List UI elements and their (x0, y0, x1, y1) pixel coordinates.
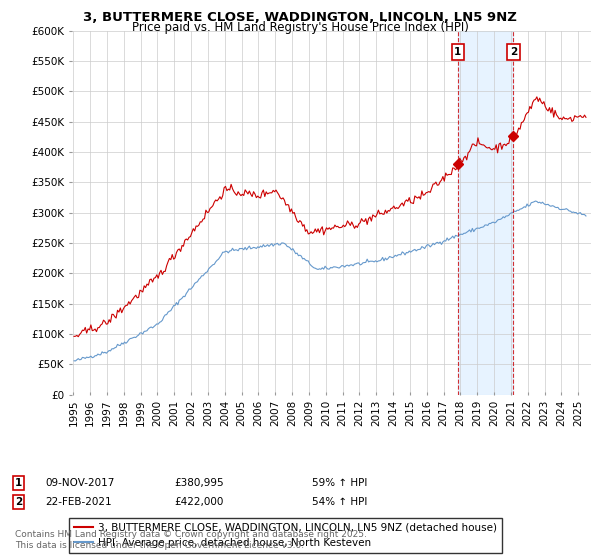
Text: 1: 1 (15, 478, 22, 488)
Text: 2: 2 (509, 47, 517, 57)
Text: 09-NOV-2017: 09-NOV-2017 (45, 478, 115, 488)
Text: 3, BUTTERMERE CLOSE, WADDINGTON, LINCOLN, LN5 9NZ: 3, BUTTERMERE CLOSE, WADDINGTON, LINCOLN… (83, 11, 517, 24)
Legend: 3, BUTTERMERE CLOSE, WADDINGTON, LINCOLN, LN5 9NZ (detached house), HPI: Average: 3, BUTTERMERE CLOSE, WADDINGTON, LINCOLN… (69, 518, 502, 553)
Text: £422,000: £422,000 (174, 497, 223, 507)
Text: Price paid vs. HM Land Registry's House Price Index (HPI): Price paid vs. HM Land Registry's House … (131, 21, 469, 34)
Text: 22-FEB-2021: 22-FEB-2021 (45, 497, 112, 507)
Bar (458, 31, 513, 395)
Text: 1: 1 (454, 47, 461, 57)
Text: £380,995: £380,995 (174, 478, 224, 488)
Text: 59% ↑ HPI: 59% ↑ HPI (312, 478, 367, 488)
Text: This data is licensed under the Open Government Licence v3.0.: This data is licensed under the Open Gov… (15, 541, 304, 550)
Text: 2: 2 (15, 497, 22, 507)
Text: 54% ↑ HPI: 54% ↑ HPI (312, 497, 367, 507)
Text: Contains HM Land Registry data © Crown copyright and database right 2025.: Contains HM Land Registry data © Crown c… (15, 530, 367, 539)
